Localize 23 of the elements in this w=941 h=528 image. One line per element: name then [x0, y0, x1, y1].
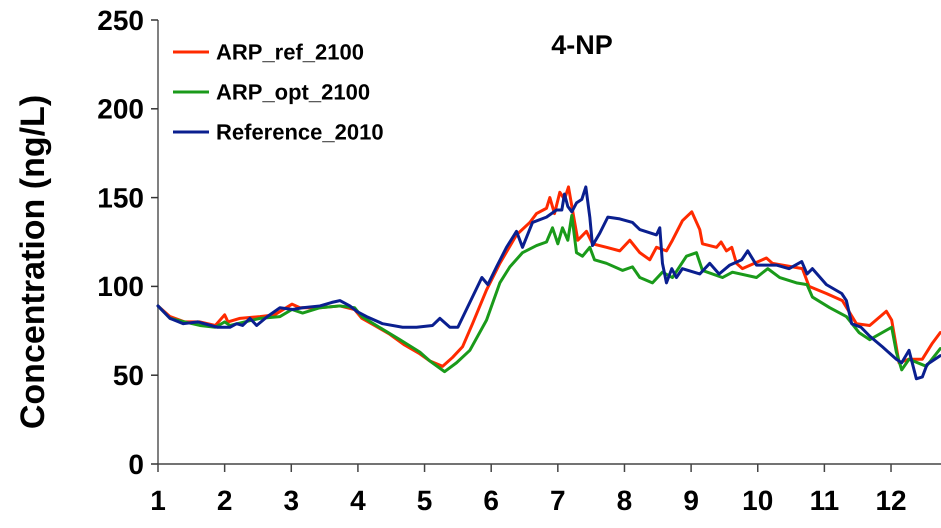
x-tick-label: 7 — [550, 485, 566, 516]
y-tick-label: 150 — [97, 182, 144, 214]
y-tick-label: 200 — [97, 94, 144, 125]
chart-title: 4-NP — [551, 30, 613, 60]
x-tick-label: 10 — [742, 485, 774, 516]
x-tick-label: 8 — [616, 485, 632, 516]
legend-label: Reference_2010 — [216, 120, 384, 145]
x-tick-label: 3 — [283, 485, 300, 516]
legend-label: ARP_opt_2100 — [216, 80, 370, 105]
y-tick-label: 250 — [97, 4, 144, 36]
y-tick-label: 0 — [128, 448, 144, 480]
x-tick-label: 6 — [483, 485, 499, 516]
y-tick-label: 50 — [112, 360, 144, 391]
y-axis-title: Concentration (ng/L) — [14, 94, 52, 430]
y-tick-label: 100 — [97, 271, 144, 302]
x-tick-label: 5 — [416, 485, 432, 516]
x-tick-label: 11 — [810, 485, 840, 516]
x-tick-label: 1 — [150, 485, 166, 516]
x-tick-label: 9 — [683, 485, 699, 516]
x-tick-label: 12 — [875, 485, 907, 516]
legend-label: ARP_ref_2100 — [216, 40, 364, 65]
x-tick-label: 4 — [350, 485, 366, 516]
x-tick-label: 2 — [216, 485, 232, 516]
